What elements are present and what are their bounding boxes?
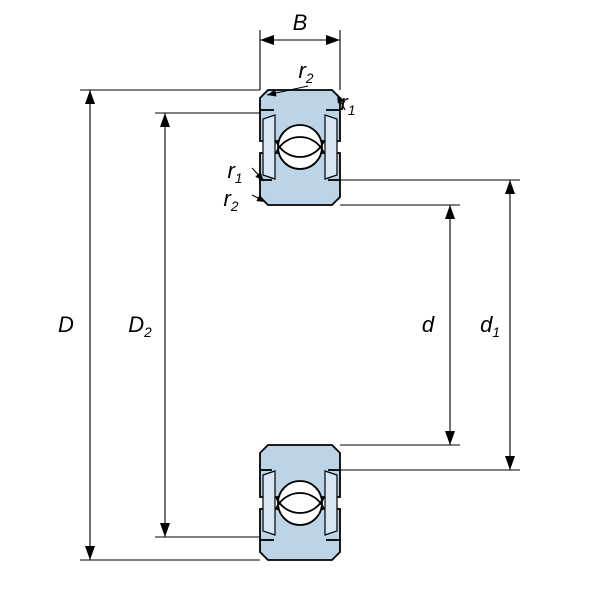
svg-text:D2: D2 — [128, 312, 152, 340]
svg-text:d: d — [422, 312, 435, 337]
svg-text:B: B — [293, 10, 308, 35]
svg-text:d1: d1 — [480, 312, 500, 340]
svg-text:D: D — [58, 312, 74, 337]
svg-text:r1: r1 — [228, 158, 243, 186]
bearing-diagram: Br2r1r1r2DD2dd1 — [0, 0, 600, 600]
svg-text:r1: r1 — [341, 90, 356, 118]
svg-text:r2: r2 — [299, 58, 314, 86]
svg-text:r2: r2 — [224, 186, 239, 214]
